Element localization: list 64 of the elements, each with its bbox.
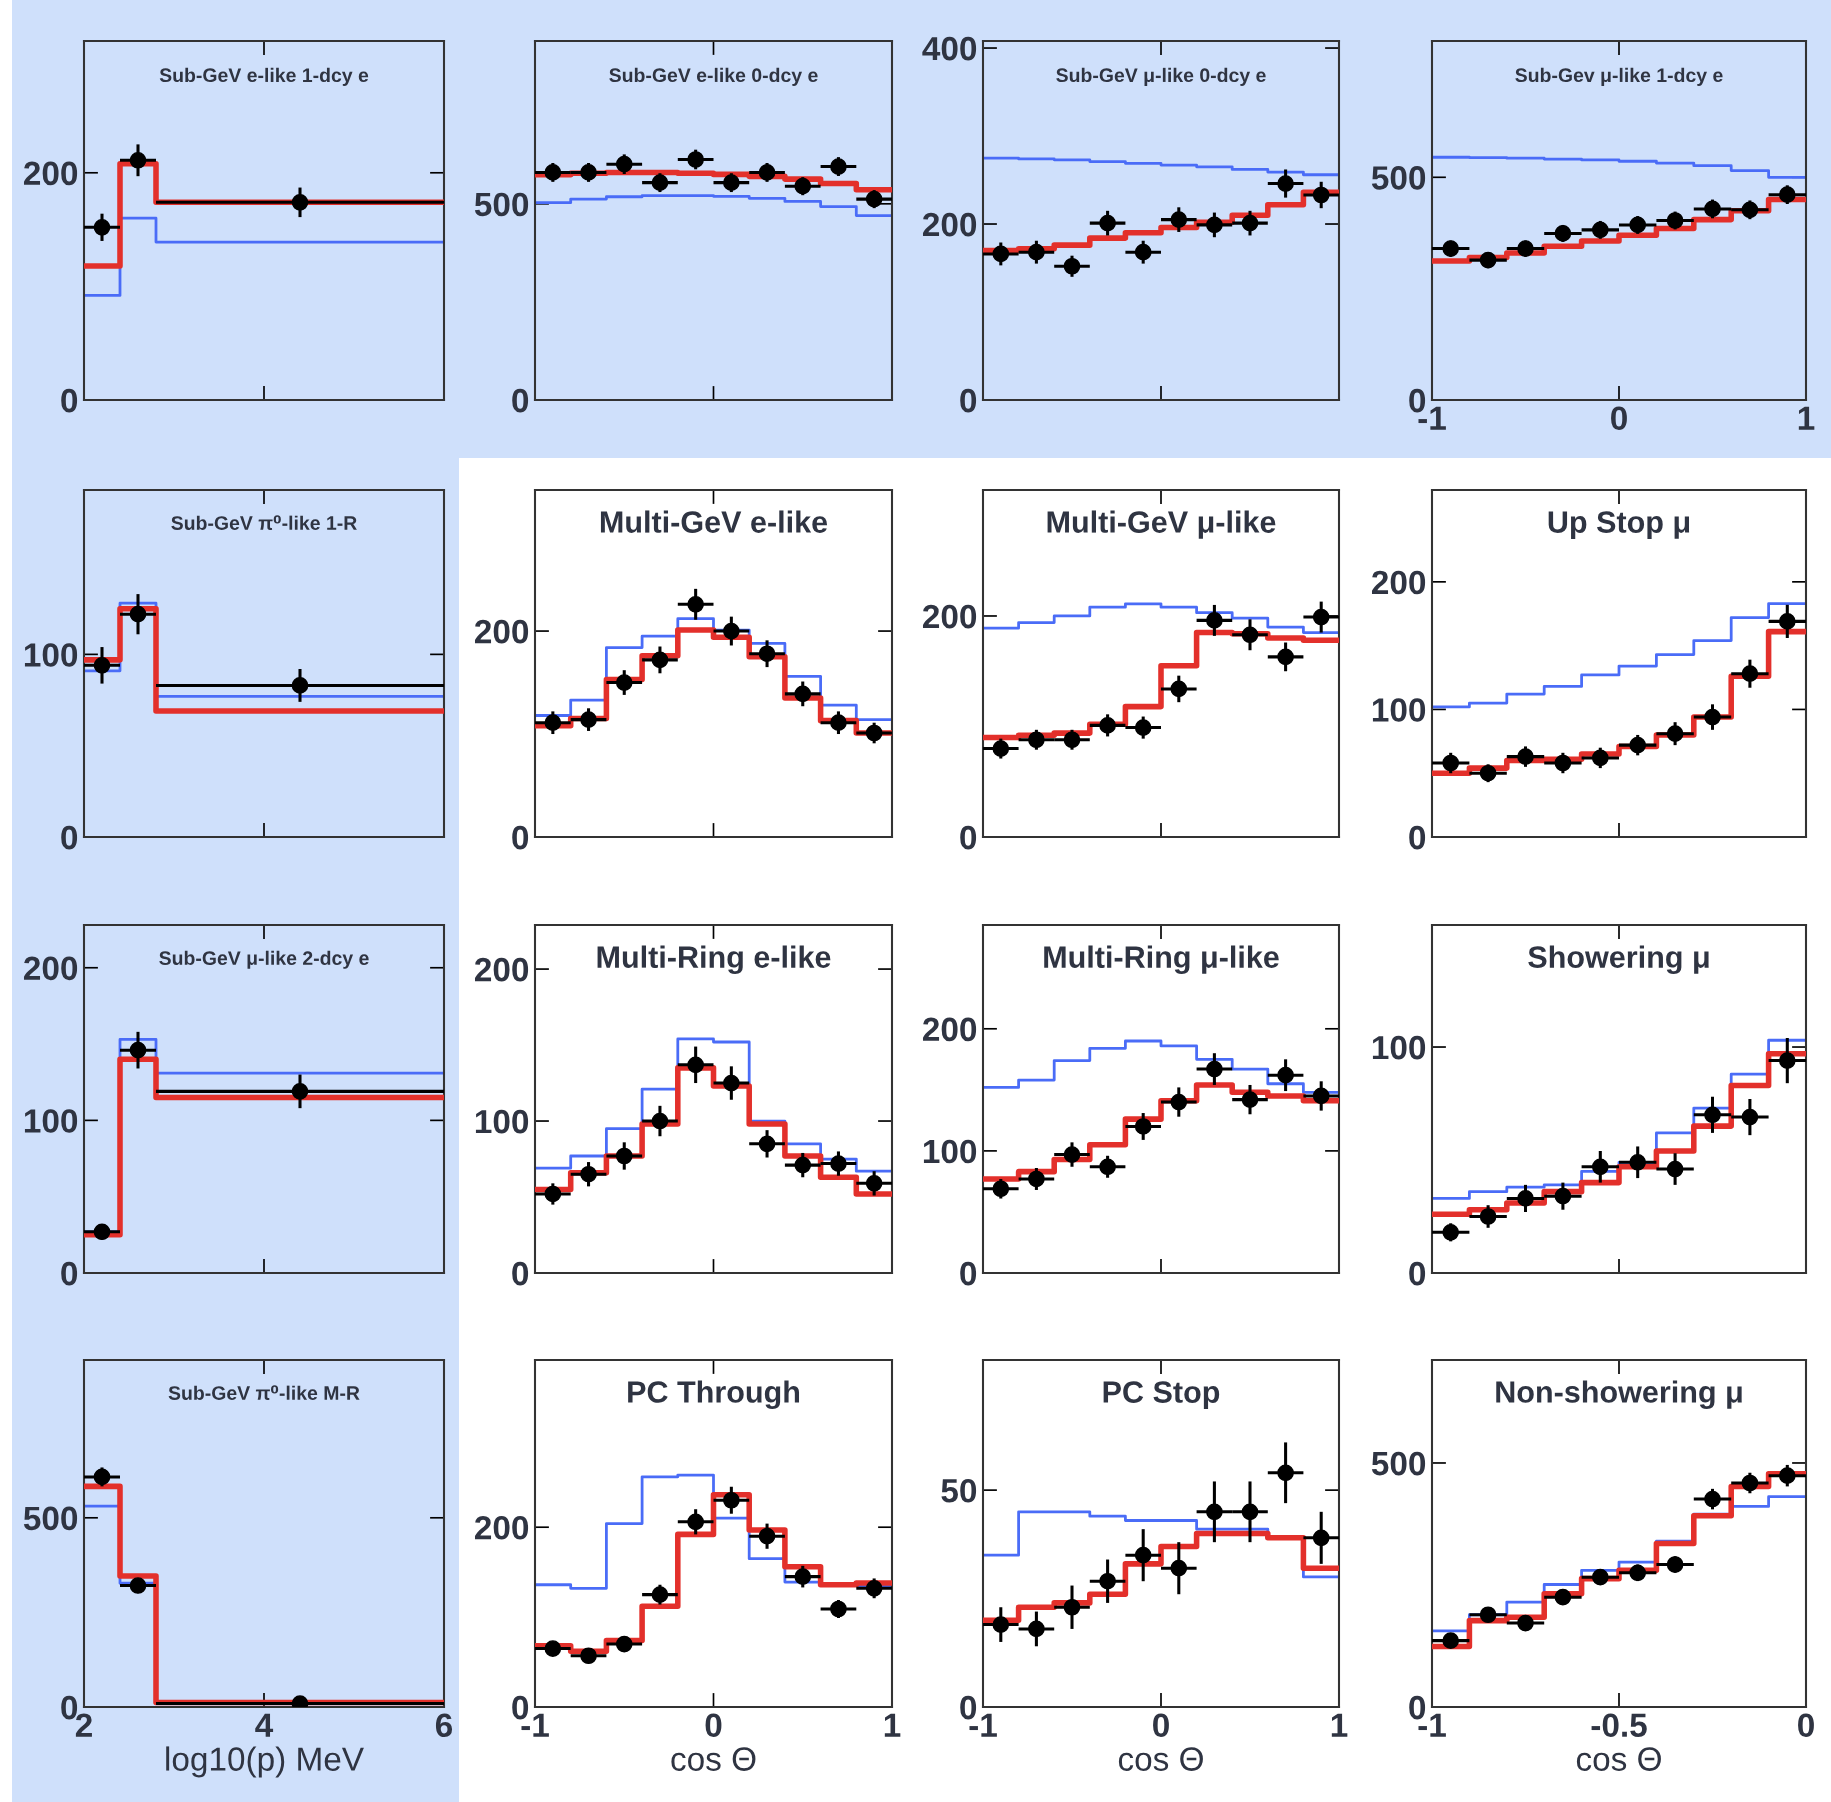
y-tick-label: 0 (512, 1261, 529, 1286)
y-tick-label: 100 (24, 643, 78, 667)
x-tick-label: 4 (255, 1713, 274, 1737)
y-tick-label: 0 (960, 825, 977, 850)
y-tick-label: 100 (1372, 698, 1426, 722)
x-tick-label: 0 (705, 1713, 722, 1738)
y-tick-label: 200 (474, 619, 529, 644)
text: Multi-GeV μ-like (1047, 510, 1276, 539)
y-tick-label: 200 (922, 212, 977, 237)
x-tick-label: 0 (1798, 1713, 1814, 1738)
y-tick-label: 100 (475, 1109, 529, 1134)
y-tick-label: 500 (1371, 166, 1426, 190)
text: Non-showering μ (1496, 1380, 1742, 1410)
y-tick-label: 200 (474, 1516, 529, 1540)
y-tick-label: 500 (23, 1506, 78, 1531)
x-tick-label: 1 (884, 1713, 901, 1737)
text: Sub-GeV π⁰-like 1-R (171, 515, 357, 530)
text: Sub-GeV μ-like 0-dcy e (1056, 67, 1266, 86)
y-tick-label: 0 (512, 825, 529, 850)
y-tick-label: 200 (922, 1017, 977, 1042)
text: Sub-GeV π⁰-like M-R (168, 1385, 360, 1400)
x-tick-label: 2 (75, 1713, 92, 1737)
text: Sub-Gev μ-like 1-dcy e (1515, 67, 1723, 86)
x-tick-label: 0 (1153, 1713, 1169, 1738)
text: Up Stop μ (1548, 511, 1690, 539)
y-tick-label: 0 (960, 1261, 977, 1286)
x-axis-title: cos Θ (1576, 1747, 1661, 1771)
y-tick-label: 0 (512, 388, 529, 413)
x-tick-label: -0.5 (1591, 1713, 1647, 1738)
x-tick-label: 1 (1331, 1713, 1348, 1737)
x-axis-title: cos Θ (671, 1747, 756, 1771)
y-tick-label: 0 (61, 1695, 78, 1720)
y-tick-label: 0 (1409, 1261, 1426, 1286)
y-tick-label: 200 (1371, 570, 1426, 595)
text: PC Stop (1103, 1381, 1220, 1409)
y-tick-label: 200 (922, 604, 977, 629)
text: Multi-Ring e-like (597, 945, 831, 975)
y-tick-label: 0 (61, 825, 78, 850)
y-tick-label: 200 (23, 956, 78, 981)
text: Multi-Ring μ-like (1044, 945, 1279, 975)
x-tick-label: 0 (1611, 406, 1627, 431)
y-tick-label: 50 (941, 1478, 977, 1503)
y-tick-label: 0 (960, 388, 977, 413)
x-axis-title: cos Θ (1118, 1747, 1203, 1771)
y-tick-label: 100 (923, 1139, 977, 1164)
x-axis-title: log10(p) MeV (166, 1746, 364, 1778)
y-tick-label: 500 (474, 192, 529, 217)
y-tick-label: 0 (61, 388, 78, 413)
y-tick-label: 500 (1371, 1451, 1426, 1476)
text: Sub-GeV μ-like 2-dcy e (159, 950, 369, 969)
y-tick-label: 100 (24, 1109, 78, 1133)
y-tick-label: 0 (61, 1261, 78, 1286)
text: PC Through (628, 1380, 800, 1410)
y-tick-label: 200 (474, 957, 529, 982)
text: Sub-GeV e-like 0-dcy e (609, 67, 818, 86)
y-tick-label: 0 (1409, 825, 1426, 850)
x-tick-label: 6 (435, 1713, 453, 1738)
text: Multi-GeV e-like (600, 510, 828, 533)
text: Sub-GeV e-like 1-dcy e (159, 67, 369, 86)
y-tick-label: 100 (1372, 1035, 1426, 1060)
text: Showering μ (1528, 945, 1709, 975)
y-tick-label: 200 (23, 161, 78, 186)
x-tick-label: 1 (1798, 406, 1815, 430)
y-tick-label: 400 (922, 36, 977, 61)
